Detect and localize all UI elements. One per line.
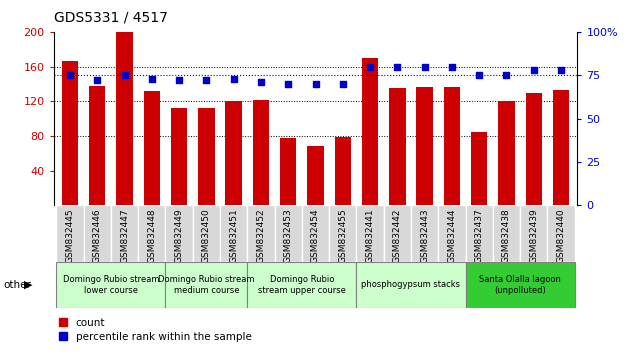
Point <box>119 73 129 78</box>
Text: GSM832451: GSM832451 <box>229 208 238 263</box>
Bar <box>116 32 133 205</box>
Text: GSM832443: GSM832443 <box>420 208 429 263</box>
Point <box>65 73 75 78</box>
Bar <box>62 61 78 205</box>
Bar <box>247 262 357 308</box>
Point <box>420 64 430 69</box>
Bar <box>329 205 357 262</box>
Text: GSM832440: GSM832440 <box>557 208 565 263</box>
Text: GSM832445: GSM832445 <box>66 208 74 263</box>
Point <box>283 81 293 87</box>
Text: GSM832441: GSM832441 <box>365 208 375 263</box>
Point <box>201 78 211 83</box>
Point <box>392 64 403 69</box>
Point <box>256 79 266 85</box>
Text: GSM832439: GSM832439 <box>529 208 538 263</box>
Text: other: other <box>3 280 31 290</box>
Text: GSM832448: GSM832448 <box>147 208 156 263</box>
Bar <box>334 137 351 205</box>
Text: GSM832446: GSM832446 <box>93 208 102 263</box>
Text: GSM832453: GSM832453 <box>284 208 293 263</box>
Bar <box>466 262 575 308</box>
Bar <box>144 91 160 205</box>
Text: Domingo Rubio stream
lower course: Domingo Rubio stream lower course <box>62 275 159 295</box>
Bar <box>253 99 269 205</box>
Bar <box>466 205 493 262</box>
Bar <box>165 205 192 262</box>
Bar <box>302 205 329 262</box>
Bar <box>247 205 274 262</box>
Text: GDS5331 / 4517: GDS5331 / 4517 <box>54 11 167 25</box>
Bar <box>307 146 324 205</box>
Bar <box>84 205 111 262</box>
Text: GSM832444: GSM832444 <box>447 208 456 263</box>
Bar <box>198 108 215 205</box>
Point <box>228 76 239 81</box>
Bar <box>384 205 411 262</box>
Point <box>147 76 157 81</box>
Text: GSM832452: GSM832452 <box>256 208 266 263</box>
Point <box>365 64 375 69</box>
Bar <box>547 205 575 262</box>
Bar <box>220 205 247 262</box>
Text: Domingo Rubio
stream upper course: Domingo Rubio stream upper course <box>258 275 346 295</box>
Bar <box>165 262 247 308</box>
Point <box>529 67 539 73</box>
Bar <box>280 138 297 205</box>
Bar <box>389 88 406 205</box>
Bar <box>357 205 384 262</box>
Bar <box>444 87 460 205</box>
Bar <box>362 58 378 205</box>
Legend: count, percentile rank within the sample: count, percentile rank within the sample <box>59 318 251 342</box>
Bar <box>138 205 165 262</box>
Text: GSM832449: GSM832449 <box>175 208 184 263</box>
Point <box>447 64 457 69</box>
Text: GSM832437: GSM832437 <box>475 208 484 263</box>
Bar <box>520 205 547 262</box>
Bar <box>498 101 515 205</box>
Bar <box>526 93 542 205</box>
Text: GSM832454: GSM832454 <box>311 208 320 263</box>
Bar <box>192 205 220 262</box>
Point <box>338 81 348 87</box>
Bar <box>225 101 242 205</box>
Text: GSM832438: GSM832438 <box>502 208 511 263</box>
Bar <box>56 205 84 262</box>
Bar <box>111 205 138 262</box>
Bar <box>357 262 466 308</box>
Text: GSM832450: GSM832450 <box>202 208 211 263</box>
Text: phosphogypsum stacks: phosphogypsum stacks <box>362 280 461 290</box>
Point <box>174 78 184 83</box>
Bar <box>553 90 569 205</box>
Point <box>474 73 484 78</box>
Bar <box>416 87 433 205</box>
Bar <box>411 205 439 262</box>
Text: GSM832455: GSM832455 <box>338 208 347 263</box>
Bar <box>89 86 105 205</box>
Point <box>502 73 512 78</box>
Bar <box>56 262 165 308</box>
Bar <box>171 108 187 205</box>
Text: GSM832442: GSM832442 <box>393 208 402 263</box>
Bar <box>493 205 520 262</box>
Text: ▶: ▶ <box>24 280 32 290</box>
Bar <box>274 205 302 262</box>
Bar <box>471 132 487 205</box>
Point <box>92 78 102 83</box>
Text: Domingo Rubio stream
medium course: Domingo Rubio stream medium course <box>158 275 255 295</box>
Text: Santa Olalla lagoon
(unpolluted): Santa Olalla lagoon (unpolluted) <box>479 275 561 295</box>
Point <box>556 67 566 73</box>
Text: GSM832447: GSM832447 <box>120 208 129 263</box>
Point <box>310 81 321 87</box>
Bar <box>439 205 466 262</box>
